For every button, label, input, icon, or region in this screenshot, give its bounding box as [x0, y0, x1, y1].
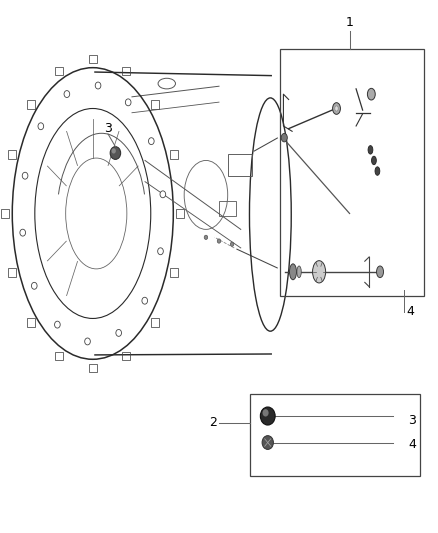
Ellipse shape [112, 148, 116, 154]
Ellipse shape [55, 321, 60, 328]
Ellipse shape [20, 229, 25, 236]
Ellipse shape [148, 138, 154, 144]
Text: 2: 2 [209, 416, 217, 430]
Ellipse shape [260, 407, 275, 425]
Ellipse shape [32, 282, 37, 289]
Bar [170, 150, 177, 159]
Ellipse shape [125, 99, 131, 106]
Ellipse shape [64, 91, 70, 98]
Ellipse shape [116, 329, 121, 336]
Ellipse shape [22, 172, 28, 179]
Ellipse shape [377, 266, 384, 278]
Bar [8, 268, 16, 277]
Bar [280, 49, 424, 296]
Ellipse shape [313, 261, 325, 283]
Ellipse shape [367, 88, 375, 100]
Text: 3: 3 [104, 122, 112, 135]
Ellipse shape [160, 191, 166, 198]
Ellipse shape [158, 248, 163, 255]
Bar [151, 100, 159, 109]
Bar [170, 268, 177, 277]
Ellipse shape [85, 338, 90, 345]
Bar [219, 201, 236, 216]
Text: 3: 3 [408, 414, 416, 427]
Text: 4: 4 [408, 438, 416, 450]
Bar [1, 209, 9, 217]
Bar [122, 352, 130, 360]
Ellipse shape [110, 147, 120, 159]
Ellipse shape [142, 297, 148, 304]
Ellipse shape [262, 435, 273, 449]
Bar [122, 67, 130, 75]
Bar [89, 364, 97, 372]
Bar [177, 209, 184, 217]
Ellipse shape [297, 266, 301, 278]
Ellipse shape [217, 239, 221, 243]
Ellipse shape [230, 242, 234, 246]
Ellipse shape [368, 146, 373, 154]
Bar [251, 394, 420, 476]
Bar [27, 100, 35, 109]
Bar [8, 150, 16, 159]
Bar [55, 67, 63, 75]
Bar [55, 352, 63, 360]
Ellipse shape [95, 82, 101, 89]
Bar [27, 318, 35, 327]
Ellipse shape [335, 106, 338, 111]
Ellipse shape [38, 123, 44, 130]
Ellipse shape [332, 103, 340, 114]
Ellipse shape [371, 156, 376, 165]
Ellipse shape [262, 409, 268, 417]
Text: 1: 1 [346, 16, 353, 29]
Ellipse shape [204, 235, 208, 239]
Ellipse shape [281, 133, 287, 142]
Ellipse shape [290, 264, 297, 280]
Bar [151, 318, 159, 327]
Ellipse shape [375, 167, 380, 175]
Bar [89, 55, 97, 63]
Text: 4: 4 [406, 305, 414, 318]
Bar [228, 154, 252, 176]
